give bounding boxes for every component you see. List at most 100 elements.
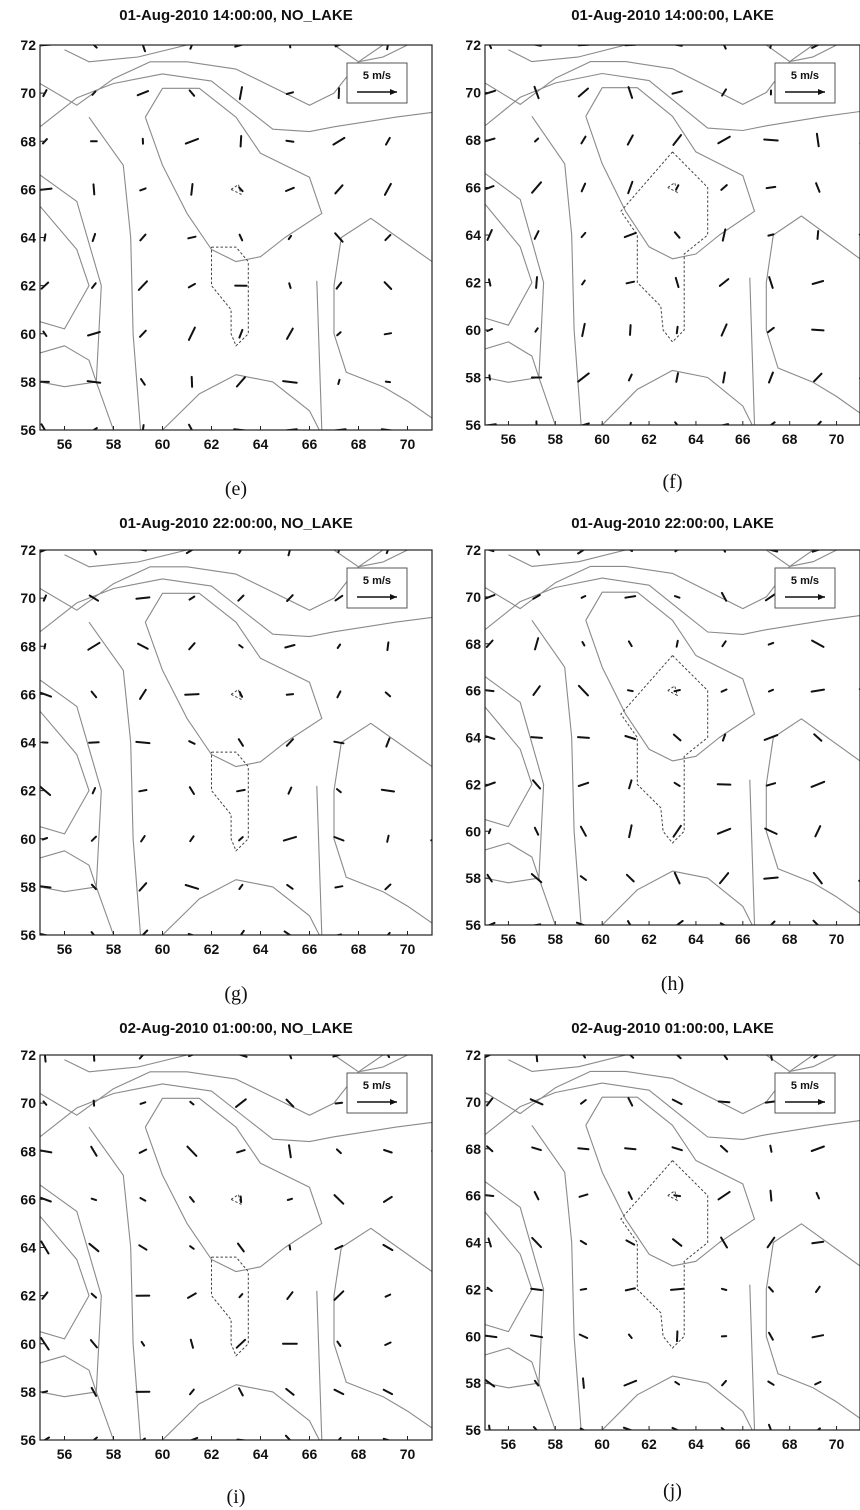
- wind-vector: [86, 380, 102, 384]
- wind-vector: [286, 327, 294, 340]
- wind-vector: [92, 550, 98, 556]
- wind-vector: [285, 139, 295, 143]
- wind-vector: [486, 229, 493, 241]
- x-tick-label: 60: [594, 931, 610, 947]
- contour-line: [40, 45, 384, 106]
- x-tick-label: 70: [829, 431, 845, 447]
- y-tick-label: 72: [20, 37, 36, 53]
- contour-line: [316, 785, 323, 935]
- wind-vector: [485, 594, 496, 600]
- wind-vector: [382, 1243, 394, 1252]
- wind-vector: [187, 933, 196, 935]
- legend-label: 5 m/s: [363, 575, 391, 587]
- wind-vector: [579, 1427, 586, 1430]
- legend-box: [774, 567, 836, 609]
- x-tick-label: 62: [641, 1436, 657, 1452]
- wind-vector: [577, 87, 589, 98]
- wind-vector: [42, 594, 47, 602]
- y-tick-label: 66: [20, 181, 36, 197]
- wind-vector: [90, 1145, 98, 1157]
- wind-vector: [534, 637, 540, 651]
- wind-vector: [434, 547, 439, 553]
- x-tick-label: 64: [688, 431, 704, 447]
- legend-label: 5 m/s: [791, 70, 819, 82]
- wind-vector: [238, 883, 244, 890]
- wind-vector: [184, 884, 200, 890]
- wind-vector: [626, 689, 634, 693]
- wind-vector: [188, 423, 194, 430]
- wind-vector: [40, 932, 50, 935]
- wind-vector: [811, 550, 821, 553]
- x-tick-label: 56: [501, 431, 517, 447]
- wind-vector: [288, 282, 292, 289]
- y-tick-label: 56: [20, 1432, 36, 1448]
- wind-vector: [627, 1191, 633, 1200]
- contour-line: [40, 1055, 384, 1116]
- wind-vector: [535, 1055, 539, 1063]
- contour-line: [749, 779, 756, 925]
- wind-vector: [333, 740, 345, 745]
- wind-vector: [629, 421, 632, 425]
- wind-vector: [189, 1100, 195, 1106]
- panel-title: 02-Aug-2010 01:00:00, NO_LAKE: [119, 1020, 352, 1037]
- wind-vector: [433, 742, 440, 744]
- x-tick-label: 66: [735, 431, 751, 447]
- wind-vector: [434, 41, 439, 48]
- wind-vector: [582, 1055, 586, 1059]
- wind-vector: [139, 688, 147, 700]
- wind-vector: [332, 1055, 343, 1058]
- reference-arrowhead: [818, 594, 825, 600]
- wind-vector: [435, 136, 438, 148]
- x-tick-label: 58: [106, 436, 122, 452]
- x-tick-label: 70: [400, 1446, 416, 1462]
- contour-line: [162, 1384, 320, 1440]
- wind-vector: [623, 231, 637, 239]
- wind-vector: [766, 550, 779, 553]
- wind-vector: [87, 331, 101, 337]
- y-tick-label: 66: [20, 686, 36, 702]
- contour-line: [40, 710, 90, 835]
- wind-vector: [674, 276, 680, 289]
- wind-vector: [627, 640, 633, 648]
- x-tick-label: 62: [641, 431, 657, 447]
- wind-vector: [675, 184, 680, 191]
- wind-vector: [384, 691, 392, 698]
- contour-line: [333, 45, 408, 63]
- lake-outline: [211, 751, 249, 852]
- panel-title: 01-Aug-2010 22:00:00, LAKE: [571, 515, 774, 532]
- wind-vector: [579, 1239, 588, 1246]
- wind-vector: [626, 134, 634, 146]
- wind-vector: [577, 736, 590, 739]
- contour-line: [508, 550, 626, 567]
- contour-line: [485, 1055, 814, 1115]
- wind-vector: [333, 836, 345, 842]
- x-tick-label: 60: [155, 941, 171, 957]
- wind-vector: [431, 1149, 432, 1152]
- y-tick-label: 68: [465, 1141, 481, 1157]
- x-tick-label: 58: [548, 431, 564, 447]
- wind-vector: [623, 1379, 638, 1387]
- contour-line: [40, 205, 90, 330]
- contour-line: [40, 550, 384, 611]
- wind-vector: [722, 1055, 729, 1061]
- wind-vector: [763, 734, 779, 741]
- wind-vector: [189, 45, 193, 50]
- contour-line: [765, 45, 837, 63]
- wind-vector: [288, 1244, 292, 1251]
- x-tick-label: 66: [735, 1436, 751, 1452]
- wind-vector: [435, 425, 440, 434]
- wind-vector: [385, 136, 391, 146]
- panel-caption: (j): [663, 1480, 682, 1502]
- contour-line: [485, 1181, 556, 1430]
- wind-vector: [334, 45, 342, 48]
- contour-line: [333, 1227, 432, 1429]
- wind-vector: [811, 328, 825, 332]
- wind-vector: [138, 1055, 145, 1060]
- wind-vector: [287, 550, 291, 557]
- contour-line: [40, 1083, 432, 1143]
- x-tick-label: 68: [782, 431, 798, 447]
- wind-vector: [488, 278, 492, 287]
- plot-area: [40, 1055, 432, 1440]
- panel-h: 01-Aug-2010 22:00:00, LAKE 56 58 60 62 64 66 68…: [465, 515, 860, 995]
- wind-vector: [719, 922, 727, 925]
